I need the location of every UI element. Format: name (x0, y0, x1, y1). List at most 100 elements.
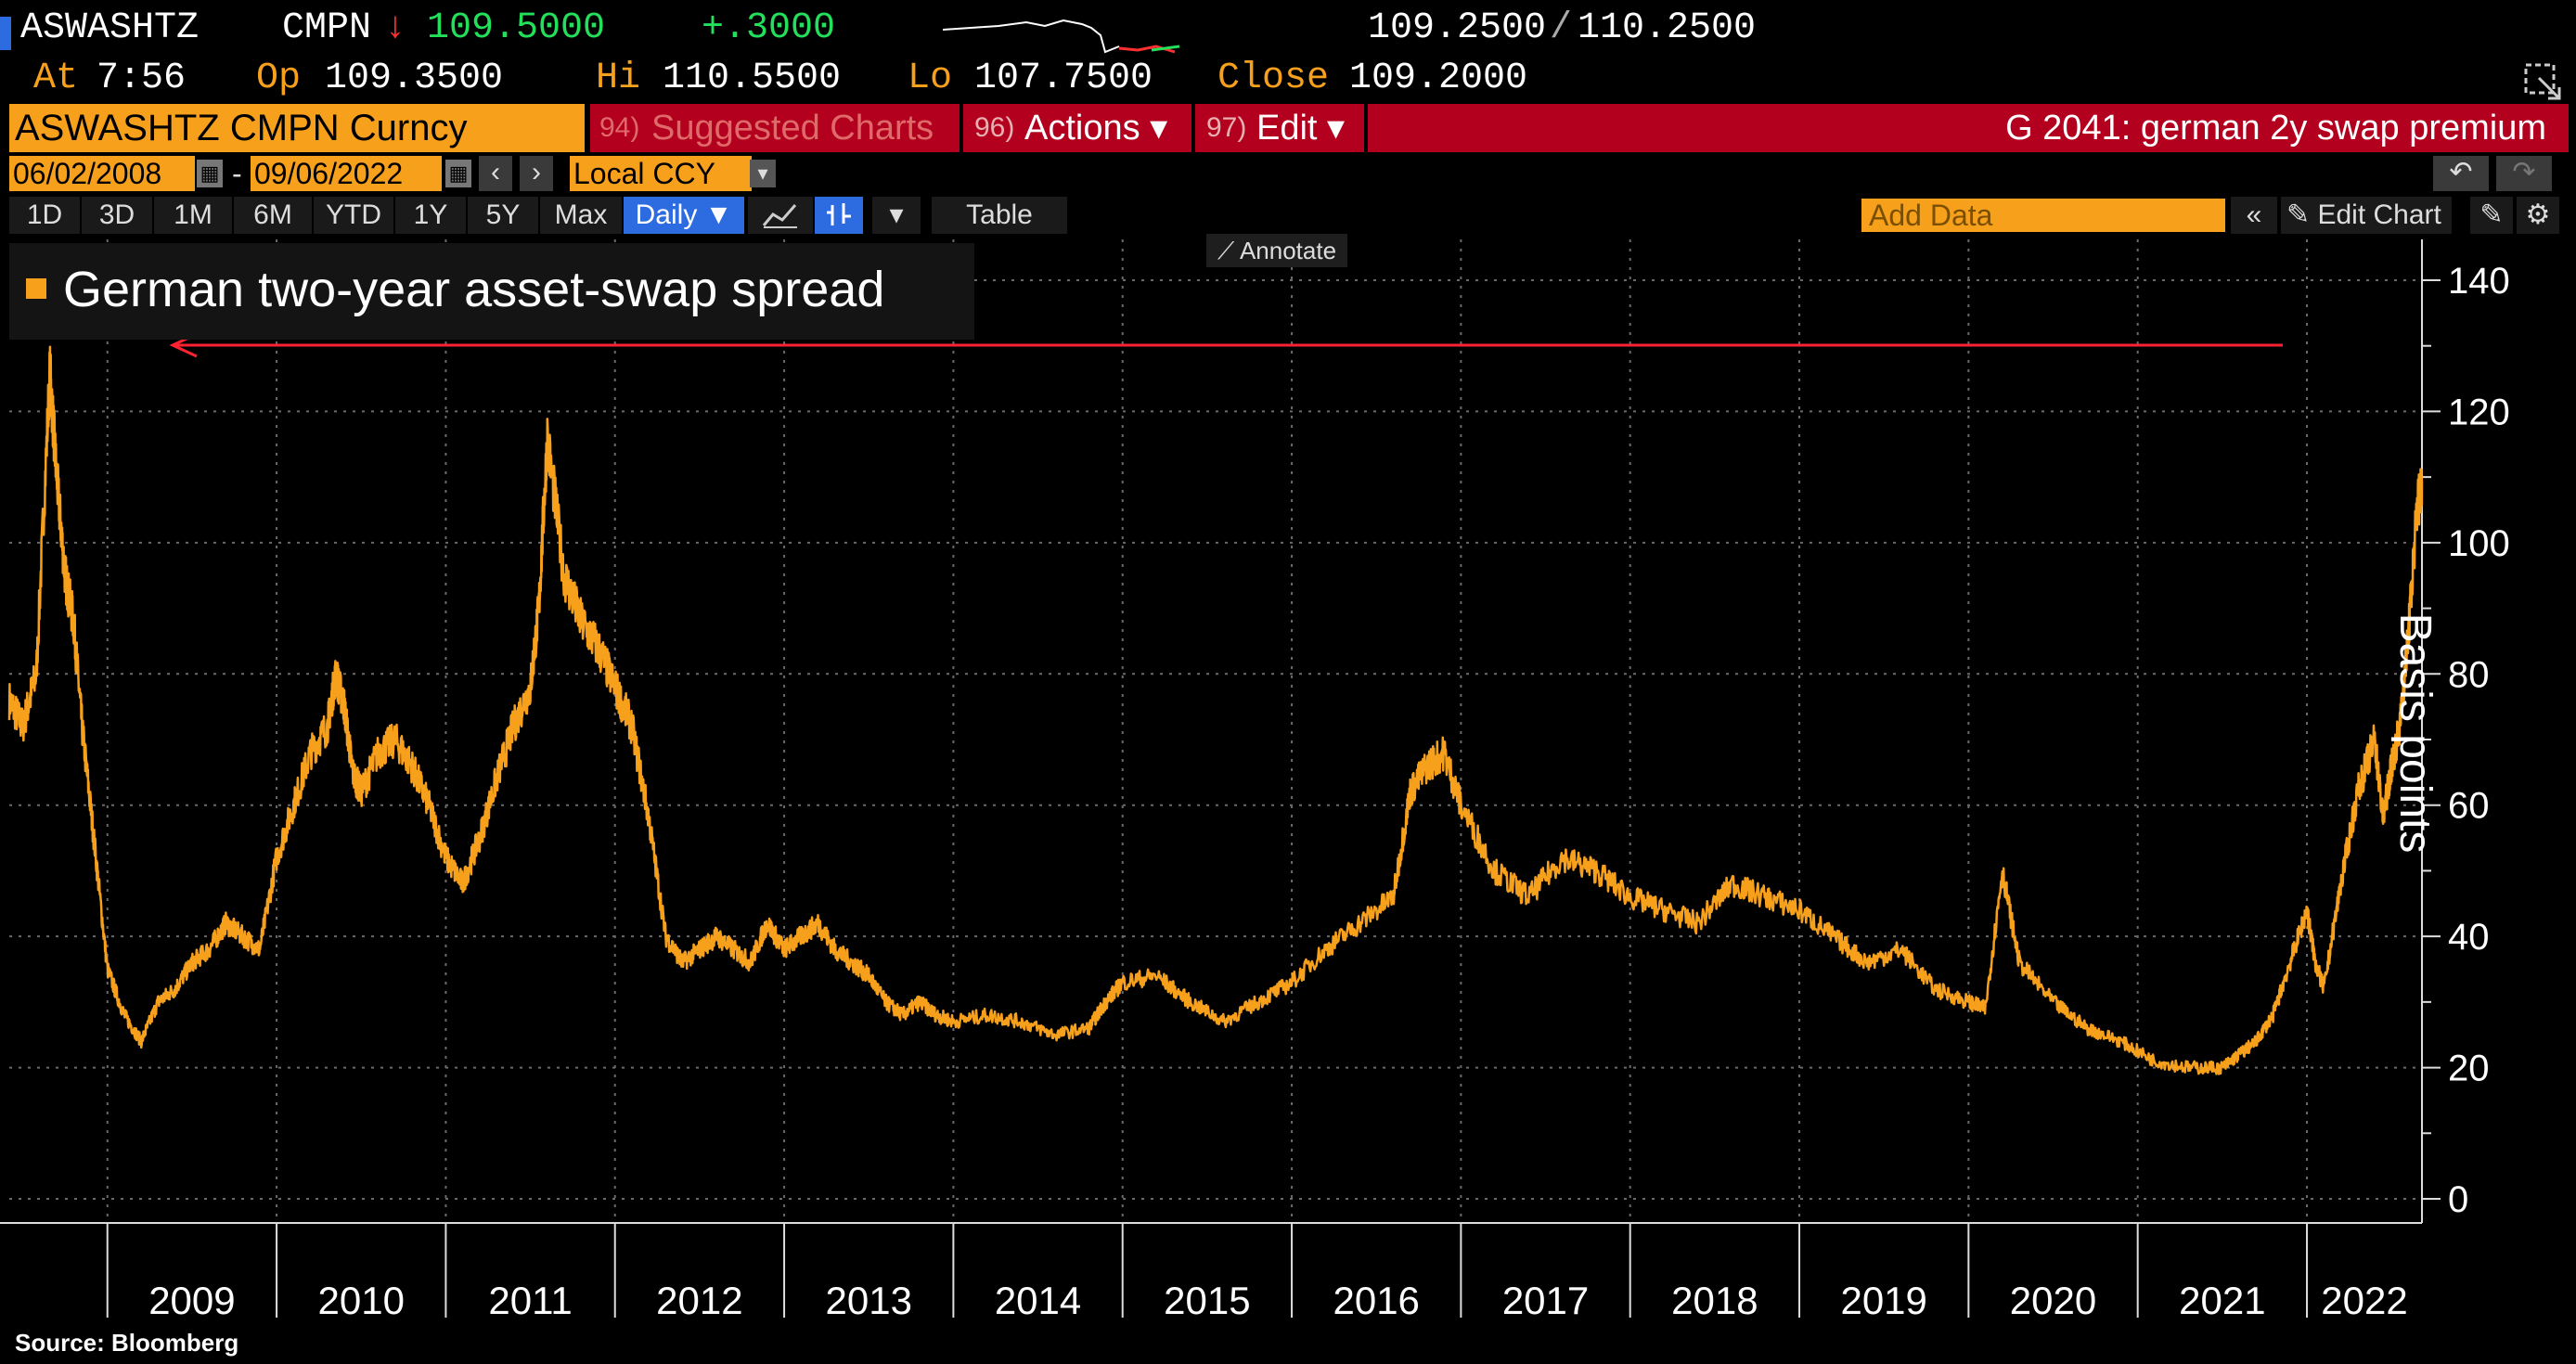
time-label: At (33, 58, 79, 99)
y-tick-label: 120 (2448, 392, 2510, 432)
edit-menu[interactable]: Edit ▾ (1256, 109, 1346, 148)
menu-bar: 94) Suggested Charts 96) Actions ▾ 97) E… (590, 104, 2569, 152)
line-chart-icon[interactable] (748, 197, 813, 234)
bid-price: 109.2500 (1368, 7, 1547, 49)
table-button[interactable]: Table (932, 197, 1067, 234)
period-5y[interactable]: 5Y (468, 197, 538, 234)
x-tick-label: 2017 (1502, 1279, 1589, 1322)
date-range-bar: 06/02/2008 ▦ - 09/06/2022 ▦ ‹ › Local CC… (0, 156, 2576, 193)
edit-chart-label: Edit Chart (2317, 199, 2441, 230)
open-label: Op (256, 58, 302, 99)
actions-menu[interactable]: Actions ▾ (1024, 109, 1168, 148)
y-tick-label: 80 (2448, 654, 2490, 695)
gear-icon[interactable]: ⚙ (2517, 197, 2559, 234)
x-tick-label: 2015 (1164, 1279, 1250, 1322)
collapse-icon[interactable]: « (2231, 197, 2277, 234)
x-tick-label: 2014 (995, 1279, 1081, 1322)
previous-period-button[interactable]: ‹ (479, 156, 512, 191)
frequency-select[interactable]: Daily ▼ (624, 197, 744, 234)
suggested-charts-number: 94) (599, 112, 640, 143)
x-tick-label: 2022 (2321, 1279, 2407, 1322)
y-tick-label: 0 (2448, 1179, 2468, 1220)
quote-ticker[interactable]: ASWASHTZ (20, 7, 200, 49)
y-tick-label: 100 (2448, 523, 2510, 564)
net-change: +.3000 (702, 7, 836, 49)
x-tick-label: 2012 (656, 1279, 742, 1322)
x-tick-label: 2019 (1840, 1279, 1926, 1322)
end-date-field[interactable]: 09/06/2022 (251, 156, 442, 191)
period-ytd[interactable]: YTD (314, 197, 393, 234)
period-1d[interactable]: 1D (9, 197, 80, 234)
down-arrow-icon: ↓ (384, 7, 407, 49)
annotate-pencil-icon: ⟋ (1217, 237, 1240, 264)
y-tick-label: 60 (2448, 786, 2490, 827)
edit-chart-button[interactable]: ✎ Edit Chart (2281, 197, 2452, 234)
close-label: Close (1217, 58, 1330, 99)
undo-icon[interactable]: ↶ (2433, 156, 2489, 191)
expand-icon[interactable] (2522, 61, 2563, 102)
period-1m[interactable]: 1M (154, 197, 232, 234)
source-note: Source: Bloomberg (15, 1329, 239, 1357)
period-max[interactable]: Max (540, 197, 622, 234)
currency-dropdown-icon[interactable]: ▾ (750, 160, 776, 187)
toolbar: 1D 3D 1M 6M YTD 1Y 5Y Max Daily ▼ ▾ Tabl… (0, 197, 2576, 234)
bid-ask-separator: / (1550, 7, 1573, 49)
y-axis: 0 20 40 60 80 100 120 140 (2421, 239, 2510, 1223)
period-6m[interactable]: 6M (234, 197, 312, 234)
edit-number: 97) (1206, 112, 1247, 143)
low-label: Lo (908, 58, 953, 99)
actions-number: 96) (974, 112, 1015, 143)
add-data-input[interactable]: Add Data (1861, 199, 2225, 232)
x-tick-label: 2011 (488, 1279, 572, 1322)
line-chart: 2009 2010 2011 2012 2013 2014 2015 2016 2017 2018… (0, 239, 2510, 1322)
security-marker (0, 17, 11, 50)
x-axis-ticks (0, 1222, 2422, 1318)
high-value: 110.5500 (663, 58, 842, 99)
series-line (7, 345, 2424, 1075)
period-1y[interactable]: 1Y (395, 197, 466, 234)
x-tick-label: 2016 (1333, 1279, 1419, 1322)
vertical-gridlines (106, 239, 2309, 1223)
last-price: 109.5000 (427, 7, 606, 49)
time-value: 7:56 (97, 58, 187, 99)
intraday-sparkline (943, 19, 1180, 54)
series-layer (7, 345, 2424, 1075)
x-tick-label: 2009 (148, 1279, 235, 1322)
ask-price: 110.2500 (1578, 7, 1757, 49)
y-tick-label: 40 (2448, 917, 2490, 958)
edit-settings-icon[interactable]: ✎ (2470, 197, 2513, 234)
quote-line: ASWASHTZ CMPN ↓ 109.5000 +.3000 109.2500… (0, 6, 2576, 54)
x-tick-label: 2013 (826, 1279, 912, 1322)
horizontal-gridlines (9, 279, 2422, 1200)
suggested-charts-menu[interactable]: Suggested Charts (651, 109, 934, 148)
pencil-icon: ✎ (2286, 199, 2311, 230)
start-calendar-icon[interactable]: ▦ (197, 160, 223, 187)
bar-chart-icon[interactable] (815, 197, 863, 234)
close-value: 109.2000 (1349, 58, 1528, 99)
menu-divider (1191, 104, 1195, 152)
pricing-source: CMPN (282, 7, 372, 49)
menu-divider (1364, 104, 1368, 152)
y-tick-label: 140 (2448, 261, 2510, 302)
currency-select[interactable]: Local CCY (570, 156, 752, 191)
start-date-field[interactable]: 06/02/2008 (9, 156, 195, 191)
y-tick-label: 20 (2448, 1049, 2490, 1089)
chart-title: G 2041: german 2y swap premium (2005, 109, 2546, 148)
low-value: 107.7500 (974, 58, 1153, 99)
end-calendar-icon[interactable]: ▦ (445, 160, 471, 187)
period-3d[interactable]: 3D (82, 197, 152, 234)
title-bar: ASWASHTZ CMPN Curncy 94) Suggested Chart… (0, 104, 2576, 152)
date-range-dash: - (232, 157, 242, 190)
legend (9, 243, 974, 340)
menu-divider (960, 104, 963, 152)
x-tick-label: 2021 (2179, 1279, 2265, 1322)
annotate-button[interactable]: ⟋ Annotate (1206, 234, 1347, 267)
redo-icon[interactable]: ↷ (2496, 156, 2552, 191)
next-period-button[interactable]: › (520, 156, 553, 191)
x-tick-label: 2010 (318, 1279, 405, 1322)
annotate-label: Annotate (1239, 237, 1337, 264)
security-field[interactable]: ASWASHTZ CMPN Curncy (9, 104, 585, 152)
open-value: 109.3500 (325, 58, 504, 99)
x-tick-label: 2020 (2010, 1279, 2096, 1322)
chart-type-dropdown-icon[interactable]: ▾ (872, 197, 921, 234)
